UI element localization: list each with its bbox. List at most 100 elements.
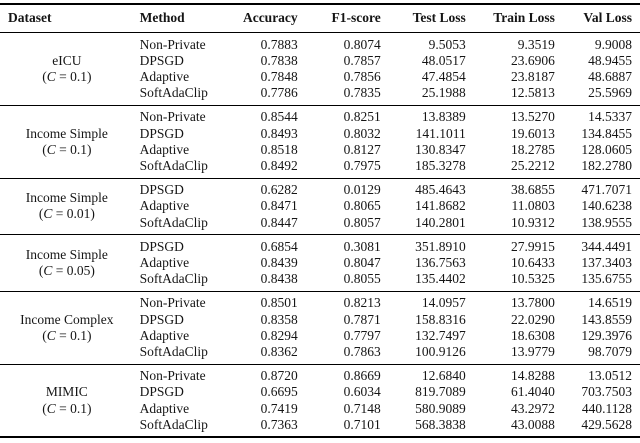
metric-value-cell: 0.8438	[260, 271, 298, 287]
table-row: Adaptive 0.7419 0.7148 580.9089 43.2972 440.1…	[0, 401, 640, 417]
metric-value-cell: 0.6695	[260, 384, 298, 400]
metric-value-cell: 182.2780	[581, 157, 632, 173]
metric-value-cell: 100.9126	[415, 343, 466, 359]
metric-value-cell: 9.9008	[594, 36, 632, 52]
metric-value-cell: 0.8720	[260, 368, 298, 384]
col-header-val-loss: Val Loss	[583, 10, 632, 25]
metric-value-cell: 0.7857	[343, 52, 381, 68]
method-cell: DPSGD	[139, 182, 184, 198]
method-cell: Non-Private	[139, 368, 206, 384]
constraint-symbol: C	[43, 206, 53, 222]
constraint-symbol: C	[46, 327, 56, 343]
table-row: SoftAdaClip 0.8438 0.8055 135.4402 10.5325 13…	[0, 271, 640, 291]
metric-value-cell: 0.7148	[343, 400, 381, 416]
metric-value-cell: 185.3278	[415, 157, 466, 173]
metric-value-cell: 137.3403	[581, 254, 632, 270]
metric-value-cell: 25.2212	[511, 157, 555, 173]
metric-value-cell: 0.8439	[260, 254, 298, 270]
metric-value-cell: 0.8074	[343, 36, 381, 52]
method-cell: Non-Private	[139, 36, 206, 52]
metric-value-cell: 0.8358	[260, 311, 298, 327]
metric-value-cell: 0.8669	[343, 368, 381, 384]
constraint-open: (	[42, 400, 47, 416]
table-row: Adaptive 0.8294 0.7797 132.7497 18.6308 129.3…	[0, 328, 640, 344]
metric-value-cell: 135.4402	[415, 271, 466, 287]
metric-value-cell: 0.8127	[343, 141, 381, 157]
metric-value-cell: 703.7503	[581, 384, 632, 400]
metric-value-cell: 0.8213	[343, 295, 381, 311]
table-row: Adaptive 0.8471 0.8065 141.8682 11.0803 140.6…	[0, 198, 640, 214]
metric-value-cell: 580.9089	[415, 400, 466, 416]
metric-value-cell: 0.8294	[260, 327, 298, 343]
metric-value-cell: 0.8447	[260, 214, 298, 230]
metric-value-cell: 0.8047	[343, 254, 381, 270]
method-cell: DPSGD	[139, 384, 184, 400]
metric-value-cell: 0.8055	[343, 271, 381, 287]
metric-value-cell: 0.8065	[343, 198, 381, 214]
header-row: Dataset Method Accuracy F1-score Test Lo…	[0, 4, 640, 33]
metric-value-cell: 19.6013	[511, 125, 555, 141]
metric-value-cell: 14.6519	[588, 295, 632, 311]
metric-value-cell: 22.0290	[511, 311, 555, 327]
dataset-cell: eICU (C = 0.1)	[0, 33, 134, 106]
metric-value-cell: 0.7856	[343, 68, 381, 84]
metric-value-cell: 9.5053	[428, 36, 466, 52]
constraint-value: = 0.1)	[55, 327, 92, 343]
dataset-cell: MIMIC (C = 0.1)	[0, 364, 134, 437]
dataset-group: Income Complex (C = 0.1) Non-Private 0.8501…	[0, 291, 640, 364]
metric-value-cell: 13.8389	[421, 109, 466, 125]
metric-value-cell: 12.5813	[511, 85, 555, 101]
metric-value-cell: 13.9779	[511, 343, 555, 359]
table-row: SoftAdaClip 0.8492 0.7975 185.3278 25.2212 18…	[0, 158, 640, 178]
dataset-name: Income Complex	[20, 311, 114, 327]
metric-value-cell: 136.7563	[415, 254, 466, 270]
metric-value-cell: 129.3976	[581, 327, 632, 343]
table-row: Income Simple (C = 0.1) Non-Private 0.8544 0…	[0, 105, 640, 156]
dataset-name: Income Simple	[25, 246, 108, 262]
table-row: eICU (C = 0.1) Non-Private 0.7883 0.8074 9.50…	[0, 33, 640, 84]
metric-value-cell: 0.7838	[260, 52, 298, 68]
metric-value-cell: 9.3519	[517, 36, 555, 52]
constraint-open: (	[42, 141, 47, 157]
method-cell: SoftAdaClip	[139, 416, 208, 432]
metric-value-cell: 47.4854	[421, 68, 466, 84]
dataset-group: Income Simple (C = 0.01) DPSGD 0.6282 0.0129…	[0, 178, 640, 235]
method-cell: SoftAdaClip	[139, 157, 208, 173]
method-cell: Adaptive	[139, 198, 190, 214]
metric-value-cell: 13.0512	[588, 368, 632, 384]
table-row: SoftAdaClip 0.7363 0.7101 568.3838 43.0088 42…	[0, 417, 640, 438]
metric-value-cell: 0.7101	[343, 416, 381, 432]
method-cell: Adaptive	[139, 400, 190, 416]
metric-value-cell: 0.7871	[343, 311, 381, 327]
dataset-cell: Income Complex (C = 0.1)	[0, 291, 134, 364]
constraint-symbol: C	[46, 141, 56, 157]
metric-value-cell: 158.8316	[415, 311, 466, 327]
metric-value-cell: 819.7089	[415, 384, 466, 400]
constraint-open: (	[42, 327, 47, 343]
table-row: Adaptive 0.7848 0.7856 47.4854 23.8187 48.688…	[0, 69, 640, 85]
col-header-method: Method	[139, 10, 185, 25]
metric-value-cell: 141.8682	[415, 198, 466, 214]
method-cell: SoftAdaClip	[139, 343, 208, 359]
metric-value-cell: 25.5969	[588, 85, 632, 101]
metric-value-cell: 0.8057	[343, 214, 381, 230]
col-header-accuracy: Accuracy	[242, 10, 298, 25]
metric-value-cell: 0.7863	[343, 343, 381, 359]
table-header: Dataset Method Accuracy F1-score Test Lo…	[0, 4, 640, 33]
metric-value-cell: 485.4643	[415, 182, 466, 198]
metric-value-cell: 128.0605	[581, 141, 632, 157]
metric-value-cell: 14.8288	[511, 368, 555, 384]
method-cell: Adaptive	[139, 254, 190, 270]
metric-value-cell: 27.9915	[511, 238, 555, 254]
metric-value-cell: 141.1011	[415, 125, 466, 141]
metric-value-cell: 132.7497	[415, 327, 466, 343]
table-row: Income Simple (C = 0.05) DPSGD 0.6854 0.3081…	[0, 235, 640, 278]
method-cell: Non-Private	[139, 295, 206, 311]
constraint-symbol: C	[46, 400, 56, 416]
metric-value-cell: 11.0803	[511, 198, 555, 214]
dataset-constraint: (C = 0.05)	[0, 263, 134, 279]
metric-value-cell: 14.5337	[588, 109, 632, 125]
metric-value-cell: 0.8518	[260, 141, 298, 157]
method-cell: DPSGD	[139, 52, 184, 68]
